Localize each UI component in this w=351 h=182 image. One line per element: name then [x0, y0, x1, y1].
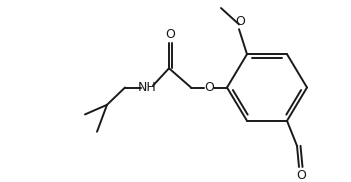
Text: O: O: [204, 81, 214, 94]
Text: NH: NH: [138, 81, 157, 94]
Text: O: O: [235, 15, 245, 28]
Text: O: O: [296, 169, 306, 182]
Text: O: O: [165, 28, 175, 41]
